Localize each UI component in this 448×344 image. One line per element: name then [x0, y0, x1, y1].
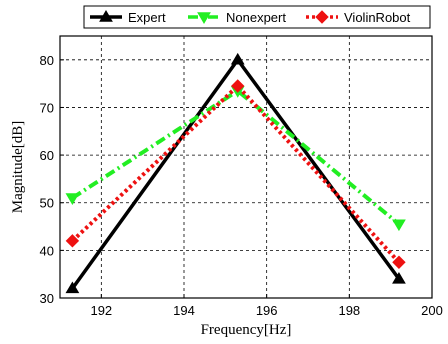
series-layer — [65, 52, 406, 294]
legend-label-expert: Expert — [128, 10, 166, 25]
y-tick-label: 80 — [40, 53, 54, 68]
legend-box — [83, 5, 431, 29]
axis-ticks: 192 194 196 198 200 30 40 50 60 70 80 — [40, 53, 443, 318]
data-point-nonexpert — [392, 219, 406, 232]
y-tick-label: 30 — [40, 291, 54, 306]
grid — [60, 36, 432, 298]
legend-label-nonexpert: Nonexpert — [226, 10, 286, 25]
data-point-expert — [65, 281, 80, 294]
plot-area-frame — [59, 35, 433, 299]
legend-marker-violinrobot — [315, 10, 329, 24]
data-point-expert — [392, 271, 406, 284]
data-point-nonexpert — [65, 193, 80, 205]
data-point-expert — [230, 52, 245, 65]
x-tick-label: 200 — [421, 303, 443, 318]
data-point-violinrobot — [65, 234, 80, 248]
series-line-nonexpert — [71, 88, 401, 226]
legend-label-violinrobot: ViolinRobot — [344, 10, 411, 25]
legend-marker-nonexpert — [197, 12, 211, 24]
legend-marker-expert — [99, 10, 113, 22]
y-tick-label: 40 — [40, 243, 54, 258]
series-line-violinrobot — [71, 83, 401, 264]
legend: Expert Nonexpert ViolinRobot — [83, 5, 431, 29]
x-tick-label: 192 — [90, 303, 112, 318]
y-tick-label: 60 — [40, 148, 54, 163]
x-tick-label: 196 — [256, 303, 278, 318]
y-tick-label: 70 — [40, 100, 54, 115]
y-tick-label: 50 — [40, 196, 54, 211]
data-point-violinrobot — [231, 79, 245, 93]
y-axis-title: Magnitude[dB] — [10, 121, 26, 213]
data-point-violinrobot — [392, 255, 406, 269]
x-tick-label: 194 — [173, 303, 195, 318]
x-axis-title: Frequency[Hz] — [201, 322, 292, 338]
x-tick-label: 198 — [338, 303, 360, 318]
